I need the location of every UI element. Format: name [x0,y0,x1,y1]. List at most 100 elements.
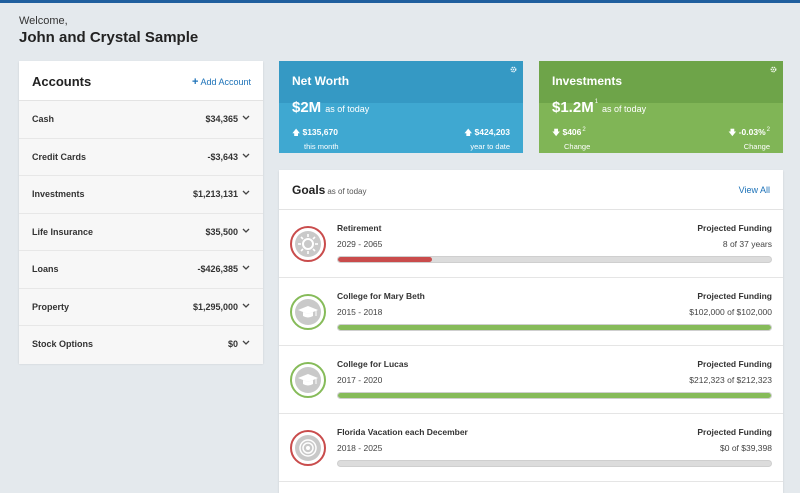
account-row-stock-options[interactable]: Stock Options $0 [19,326,263,364]
goal-status-ring [290,294,326,330]
net-worth-ytd-value: $424,203 [474,127,510,137]
goals-title-row: Goals as of today [292,183,367,197]
investments-value-row: $1.2M1as of today [552,99,646,116]
goals-panel: Goals as of today View All Retirement 2029… [279,170,783,493]
chevron-down-icon[interactable] [242,301,250,311]
investments-change-footnote: 2 [582,127,586,133]
net-worth-month-label: this month [304,142,339,151]
account-row-investments[interactable]: Investments $1,213,131 [19,176,263,214]
goal-years: 2015 - 2018 [337,307,383,317]
account-value: $1,295,000 [192,301,238,312]
plus-icon: + [192,76,199,88]
goal-funding-amount: $212,323 of $212,323 [689,375,772,385]
gear-icon[interactable] [770,66,777,73]
goal-progress-fill [338,257,432,262]
goals-title: Goals [292,183,326,197]
account-name: Life Insurance [32,226,94,237]
goal-status-ring [290,362,326,398]
account-name: Cash [32,114,55,124]
goal-name: Retirement [337,223,382,233]
investments-change-value: $406 [562,127,582,137]
investments-as-of: as of today [602,104,647,114]
goal-funding-amount: 8 of 37 years [722,239,772,249]
goal-progress-fill [338,393,771,398]
account-value: $35,500 [205,226,238,237]
goal-name: Florida Vacation each December [337,427,468,437]
arrow-up-icon: 🡅 [292,128,301,137]
arrow-down-icon: 🡇 [552,128,561,137]
net-worth-month-value: $135,670 [302,127,338,137]
investments-pct-value: -0.03% [738,127,766,137]
add-account-link[interactable]: + Add Account [192,76,251,88]
account-row-loans[interactable]: Loans -$426,385 [19,251,263,289]
goal-progress-fill [338,325,771,330]
investments-title: Investments [552,74,623,88]
goal-status-ring [290,430,326,466]
account-name: Investments [32,189,85,199]
goal-funding-label: Projected Funding [697,223,772,233]
chevron-down-icon[interactable] [242,226,250,236]
investments-pct-stat: 🡇 -0.03%2 Change [728,127,770,151]
net-worth-value-row: $2M as of today [292,99,369,116]
goal-progress-bar [337,256,772,263]
goal-name: College for Mary Beth [337,291,425,301]
top-accent-bar [0,0,800,3]
account-value: -$426,385 [197,264,238,274]
goal-years: 2017 - 2020 [337,375,383,385]
investments-card[interactable]: Investments $1.2M1as of today 🡇 $4062 Ch… [539,61,783,153]
net-worth-ytd-label: year to date [470,142,510,151]
goal-progress-bar [337,324,772,331]
chevron-down-icon[interactable] [242,151,250,161]
goal-row[interactable]: College for Mary Beth 2015 - 2018 Projecte… [279,278,783,346]
welcome-text: Welcome, [19,15,68,27]
user-name: John and Crystal Sample [19,29,199,46]
account-row-cash[interactable]: Cash $34,365 [19,101,263,139]
goal-funding-amount: $0 of $39,398 [720,443,772,453]
account-name: Property [32,301,70,312]
account-name: Loans [32,264,59,274]
account-name: Stock Options [32,339,94,349]
account-row-credit-cards[interactable]: Credit Cards -$3,643 [19,138,263,176]
investments-change-stat: 🡇 $4062 Change [552,127,590,151]
chevron-down-icon[interactable] [242,113,250,123]
goal-funding-label: Projected Funding [697,427,772,437]
accounts-panel: Accounts + Add Account Cash $34,365 Credit … [19,61,263,364]
goal-status-ring [290,226,326,262]
goal-funding-label: Projected Funding [697,359,772,369]
accounts-header: Accounts + Add Account [19,61,263,101]
net-worth-as-of: as of today [325,104,370,114]
account-value: $0 [227,339,238,349]
investments-footnote: 1 [594,99,599,105]
card-header-band [539,61,783,103]
net-worth-month-stat: 🡅 $135,670 this month [292,127,339,151]
chevron-down-icon[interactable] [242,188,250,198]
goal-years: 2029 - 2065 [337,239,383,249]
account-row-life-insurance[interactable]: Life Insurance $35,500 [19,213,263,251]
net-worth-title: Net Worth [292,74,350,88]
accounts-title: Accounts [32,74,92,89]
arrow-down-icon: 🡇 [728,128,737,137]
net-worth-value: $2M [292,99,322,116]
goal-row[interactable]: Florida Vacation each December 2018 - 202… [279,414,783,482]
chevron-down-icon[interactable] [242,338,250,348]
goals-as-of: as of today [327,187,367,196]
account-row-property[interactable]: Property $1,295,000 [19,288,263,326]
goal-row[interactable]: Retirement 2029 - 2065 Projected Funding 8 … [279,210,783,278]
account-value: -$3,643 [207,151,238,162]
chevron-down-icon[interactable] [242,263,250,273]
gear-icon[interactable] [510,66,517,73]
view-all-link[interactable]: View All [738,185,770,195]
add-account-label: Add Account [200,77,251,87]
account-value: $1,213,131 [192,189,238,199]
goal-progress-bar [337,460,772,467]
goal-funding-amount: $102,000 of $102,000 [689,307,772,317]
account-value: $34,365 [205,114,238,124]
goal-years: 2018 - 2025 [337,443,383,453]
goal-name: College for Lucas [337,359,409,369]
investments-value: $1.2M [552,99,594,116]
goal-row[interactable]: College for Lucas 2017 - 2020 Projected Fu… [279,346,783,414]
net-worth-card[interactable]: Net Worth $2M as of today 🡅 $135,670 this… [279,61,523,153]
investments-change-label: Change [564,142,591,151]
goal-progress-bar [337,392,772,399]
goal-funding-label: Projected Funding [697,291,772,301]
